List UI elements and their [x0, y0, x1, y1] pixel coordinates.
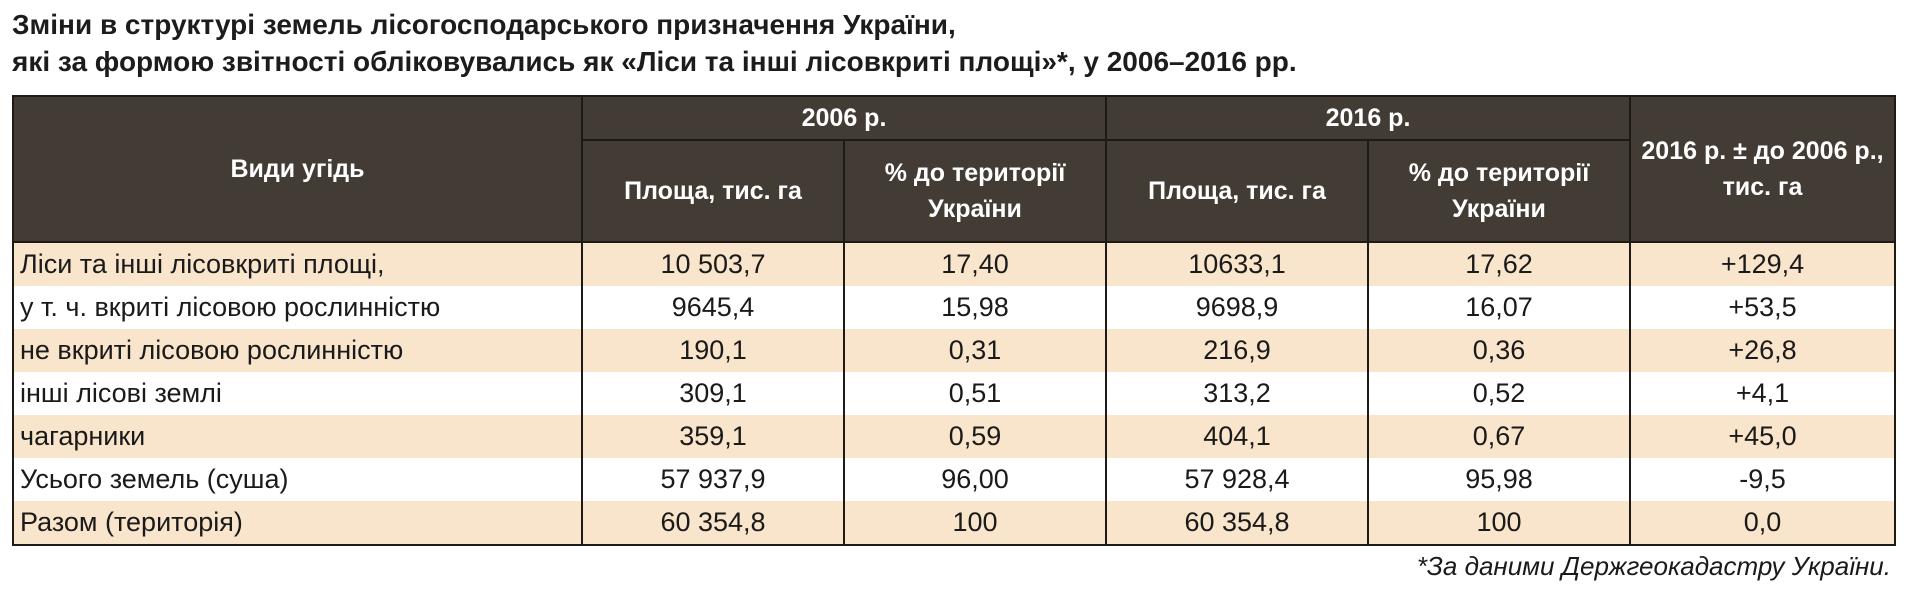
cell-percent-2006: 100 [843, 501, 1107, 546]
cell-percent-2006: 17,40 [843, 242, 1107, 286]
cell-area-2016: 60 354,8 [1105, 501, 1369, 546]
header-year-2016: 2016 р. [1105, 95, 1631, 141]
header-land-types: Види угідь [12, 95, 583, 243]
cell-area-2016: 9698,9 [1105, 286, 1369, 329]
row-label: у т. ч. вкриті лісовою рослинністю [12, 286, 583, 329]
cell-area-2006: 359,1 [581, 415, 845, 458]
page-title: Зміни в структурі земель лісогосподарськ… [12, 6, 1892, 80]
cell-area-2006: 60 354,8 [581, 501, 845, 546]
header-year-2006: 2006 р. [581, 95, 1107, 141]
cell-percent-2016: 0,52 [1367, 372, 1631, 415]
cell-area-2006: 309,1 [581, 372, 845, 415]
cell-percent-2016: 0,67 [1367, 415, 1631, 458]
cell-area-2016: 10633,1 [1105, 242, 1369, 286]
table-row: Разом (територія) 60 354,8 100 60 354,8 … [12, 501, 1896, 546]
cell-percent-2006: 15,98 [843, 286, 1107, 329]
cell-change: +26,8 [1629, 329, 1896, 372]
row-label: Ліси та інші лісовкриті площі, [12, 242, 583, 286]
forest-land-table: Види угідь 2006 р. 2016 р. 2016 р. ± до … [12, 95, 1896, 546]
row-label: чагарники [12, 415, 583, 458]
header-area-2016: Площа, тис. га [1105, 139, 1369, 243]
header-percent-2016: % до території України [1367, 139, 1631, 243]
header-area-2006: Площа, тис. га [581, 139, 845, 243]
table-row: інші лісові землі 309,1 0,51 313,2 0,52 … [12, 372, 1896, 415]
table-header: Види угідь 2006 р. 2016 р. 2016 р. ± до … [12, 95, 1896, 243]
cell-area-2016: 216,9 [1105, 329, 1369, 372]
cell-percent-2016: 95,98 [1367, 458, 1631, 501]
cell-area-2006: 10 503,7 [581, 242, 845, 286]
row-label: Усього земель (суша) [12, 458, 583, 501]
row-label: інші лісові землі [12, 372, 583, 415]
table-row: чагарники 359,1 0,59 404,1 0,67 +45,0 [12, 415, 1896, 458]
cell-change: +4,1 [1629, 372, 1896, 415]
cell-change: +129,4 [1629, 242, 1896, 286]
row-label: не вкриті лісовою рослинністю [12, 329, 583, 372]
title-line-1: Зміни в структурі земель лісогосподарськ… [12, 9, 956, 40]
title-line-2: які за формою звітності обліковувались я… [12, 46, 1297, 77]
table-row: Ліси та інші лісовкриті площі, 10 503,7 … [12, 242, 1896, 286]
source-footnote: *За даними Держгеокадастру України. [1416, 551, 1891, 581]
table-row: не вкриті лісовою рослинністю 190,1 0,31… [12, 329, 1896, 372]
cell-change: +53,5 [1629, 286, 1896, 329]
header-change: 2016 р. ± до 2006 р., тис. га [1629, 95, 1896, 243]
cell-area-2006: 9645,4 [581, 286, 845, 329]
cell-area-2006: 57 937,9 [581, 458, 845, 501]
table-body: Ліси та інші лісовкриті площі, 10 503,7 … [12, 242, 1896, 546]
cell-percent-2006: 0,31 [843, 329, 1107, 372]
cell-percent-2016: 17,62 [1367, 242, 1631, 286]
cell-percent-2006: 96,00 [843, 458, 1107, 501]
cell-percent-2016: 0,36 [1367, 329, 1631, 372]
row-label: Разом (територія) [12, 501, 583, 546]
table-row: Усього земель (суша) 57 937,9 96,00 57 9… [12, 458, 1896, 501]
cell-area-2006: 190,1 [581, 329, 845, 372]
cell-change: +45,0 [1629, 415, 1896, 458]
cell-percent-2016: 16,07 [1367, 286, 1631, 329]
cell-percent-2006: 0,51 [843, 372, 1107, 415]
cell-area-2016: 313,2 [1105, 372, 1369, 415]
cell-area-2016: 404,1 [1105, 415, 1369, 458]
cell-area-2016: 57 928,4 [1105, 458, 1369, 501]
cell-percent-2016: 100 [1367, 501, 1631, 546]
table-row: у т. ч. вкриті лісовою рослинністю 9645,… [12, 286, 1896, 329]
cell-change: -9,5 [1629, 458, 1896, 501]
cell-change: 0,0 [1629, 501, 1896, 546]
header-percent-2006: % до території України [843, 139, 1107, 243]
cell-percent-2006: 0,59 [843, 415, 1107, 458]
